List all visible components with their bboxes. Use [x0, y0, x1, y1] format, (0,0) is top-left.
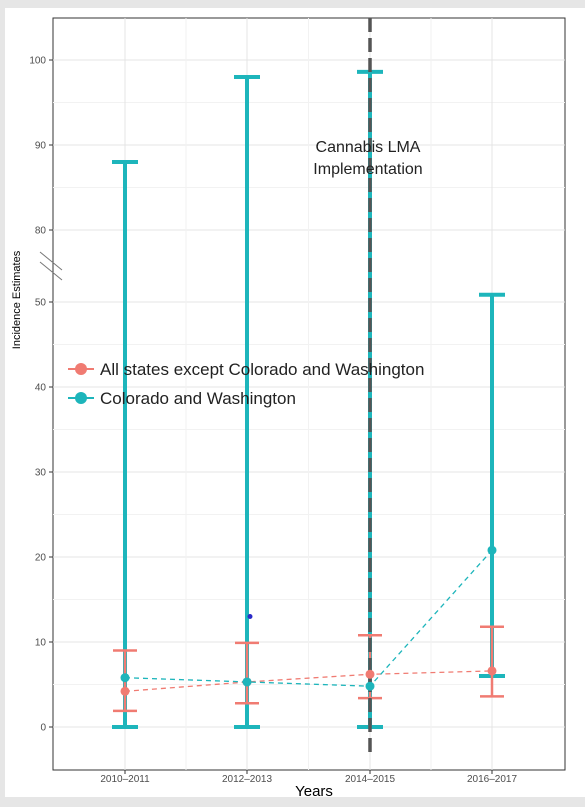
y-tick-label: 0: [40, 723, 46, 734]
x-tick-label: 2012–2013: [222, 774, 272, 785]
legend-key-point: [75, 363, 87, 375]
other-states-point: [120, 686, 130, 696]
other-states-point: [487, 666, 497, 676]
axis-break-mark: [39, 261, 63, 281]
annotation-line1: Cannabis LMA: [316, 139, 421, 156]
y-tick-label: 50: [35, 298, 47, 309]
x-tick-label: 2010–2011: [100, 774, 150, 785]
bottom-frame: [5, 797, 585, 807]
y-tick-label: 20: [35, 553, 47, 564]
axis-break-mark: [39, 251, 63, 271]
annotation-line2: Implementation: [313, 161, 422, 178]
y-tick-label: 30: [35, 468, 47, 479]
other-states-trend-line: [124, 670, 493, 692]
legend-key-point: [75, 392, 87, 404]
co-wa-point: [242, 677, 252, 687]
top-frame: [5, 0, 585, 8]
y-tick-label: 10: [35, 638, 47, 649]
y-tick-label: 40: [35, 383, 47, 394]
legend-label: All states except Colorado and Washingto…: [100, 360, 424, 379]
other-states-point: [365, 669, 375, 679]
x-title-backdrop: [284, 777, 344, 797]
co-wa-point: [365, 681, 375, 691]
x-tick-label: 2016–2017: [467, 774, 517, 785]
co-wa-point: [120, 673, 130, 683]
y-axis-title: Incidence Estimates: [11, 250, 23, 349]
co-wa-point: [487, 545, 497, 555]
legend-label: Colorado and Washington: [100, 389, 296, 408]
y-tick-label: 80: [35, 226, 47, 237]
extra-point: [247, 614, 253, 619]
x-tick-label: 2014–2015: [345, 774, 395, 785]
y-tick-label: 100: [29, 56, 46, 67]
x-axis-title: Years: [295, 783, 333, 800]
co-wa-trend-line: [124, 549, 493, 687]
left-frame: [0, 0, 5, 807]
y-tick-label: 90: [35, 141, 47, 152]
